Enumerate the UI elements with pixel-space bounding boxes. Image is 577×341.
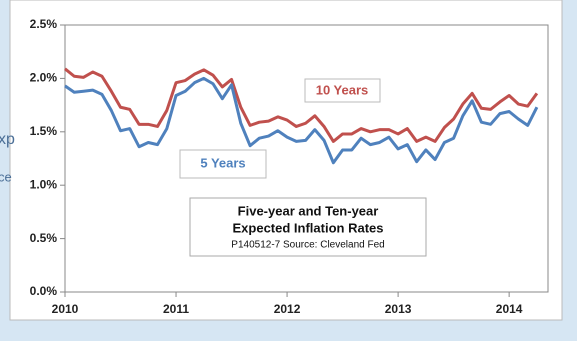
x-tick-label: 2014 bbox=[496, 302, 523, 316]
plot-frame bbox=[64, 24, 549, 293]
annotation: 10 Years bbox=[316, 82, 369, 97]
caption: P140512-7 Source: Cleveland Fed bbox=[231, 240, 384, 251]
caption-box bbox=[189, 197, 427, 257]
x-tick-label: 2012 bbox=[274, 302, 301, 316]
y-tick-label: 0.0% bbox=[30, 284, 58, 298]
x-tick-label: 2011 bbox=[163, 302, 189, 316]
annotation-box bbox=[304, 78, 381, 103]
x-tick-label: 2013 bbox=[385, 302, 412, 316]
x-tick-label: 2010 bbox=[52, 302, 79, 316]
caption: Five-year and Ten-year bbox=[238, 203, 379, 218]
annotation: 5 Years bbox=[200, 155, 245, 170]
y-tick-label: 1.5% bbox=[30, 124, 58, 138]
series-line bbox=[64, 76, 539, 165]
chart-panel bbox=[9, 0, 563, 321]
y-tick-label: 2.0% bbox=[30, 71, 58, 85]
series-line bbox=[64, 67, 539, 143]
background-text: xp bbox=[0, 131, 15, 148]
background-text: ce bbox=[0, 169, 12, 184]
y-tick-label: 1.0% bbox=[30, 177, 58, 191]
y-tick-label: 0.5% bbox=[30, 231, 58, 245]
annotation-box bbox=[179, 149, 267, 179]
caption: Expected Inflation Rates bbox=[233, 220, 384, 235]
y-tick-label: 2.5% bbox=[30, 17, 58, 31]
